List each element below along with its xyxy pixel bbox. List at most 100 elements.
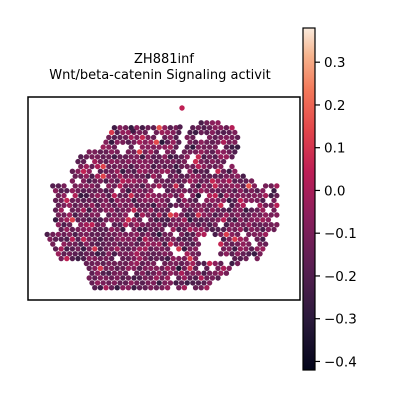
spot <box>262 222 269 228</box>
spot <box>117 134 123 141</box>
spot <box>164 158 171 165</box>
spot <box>128 260 134 267</box>
spot <box>58 236 64 242</box>
spot <box>83 163 90 170</box>
spot <box>58 188 64 194</box>
spot <box>131 285 137 291</box>
spot <box>89 270 95 276</box>
spot <box>173 125 179 131</box>
spot <box>92 226 98 233</box>
spot <box>198 226 204 233</box>
spot <box>232 149 238 155</box>
spot <box>80 158 87 165</box>
spot <box>159 139 165 145</box>
spot <box>190 231 196 238</box>
spot <box>201 125 207 131</box>
spot <box>75 246 81 252</box>
spot <box>86 265 92 271</box>
spot <box>164 139 171 145</box>
spot <box>131 197 137 204</box>
spot <box>173 134 179 141</box>
spot <box>179 105 185 111</box>
spot <box>78 154 84 160</box>
spot <box>66 212 73 218</box>
spot <box>229 125 235 131</box>
spot <box>192 197 199 204</box>
spot <box>89 231 95 238</box>
spot <box>262 183 269 189</box>
spot <box>111 251 118 257</box>
spot <box>190 202 196 208</box>
spot <box>131 226 137 233</box>
spot <box>229 212 235 218</box>
spot <box>125 139 132 145</box>
spot <box>246 251 252 257</box>
spot <box>86 255 92 262</box>
spot <box>218 154 224 160</box>
spot <box>243 217 249 223</box>
spot <box>108 217 115 223</box>
spot <box>134 192 140 199</box>
spot <box>220 168 227 174</box>
spot <box>187 178 193 184</box>
spot <box>164 168 171 174</box>
spot <box>262 202 269 208</box>
spot <box>120 178 126 184</box>
spot <box>148 285 154 291</box>
spot <box>187 139 193 145</box>
spot <box>234 192 241 199</box>
spot <box>170 217 176 223</box>
spot <box>184 280 190 286</box>
spot <box>52 207 59 213</box>
spot <box>204 120 210 126</box>
spot <box>162 202 168 208</box>
spot <box>156 173 162 179</box>
spot <box>131 139 137 145</box>
spot <box>190 134 196 141</box>
spot <box>78 222 84 228</box>
spot <box>120 275 126 281</box>
spot <box>69 168 76 174</box>
spot <box>187 197 193 204</box>
spot <box>226 188 232 194</box>
spot <box>125 207 132 213</box>
spot <box>114 265 120 271</box>
spot <box>150 280 157 286</box>
spot <box>164 178 171 184</box>
spot <box>176 158 182 165</box>
spot <box>139 163 146 170</box>
spot <box>108 236 115 242</box>
spot <box>145 212 151 218</box>
spot <box>106 144 112 150</box>
colorbar-tick-label: 0.2 <box>324 98 345 114</box>
spot <box>248 188 255 194</box>
spot <box>218 231 224 238</box>
spot <box>159 178 165 184</box>
spot <box>170 255 176 262</box>
spot <box>184 144 190 150</box>
spot <box>271 226 277 233</box>
spot <box>167 241 174 247</box>
spot <box>86 188 92 194</box>
spot <box>125 275 132 281</box>
spot <box>97 226 104 233</box>
spot <box>103 285 109 291</box>
spot <box>209 217 216 223</box>
spot <box>156 202 162 208</box>
spot <box>243 207 249 213</box>
spot <box>92 255 98 262</box>
spot <box>181 188 188 194</box>
spot <box>206 173 213 179</box>
spot <box>128 231 134 238</box>
spot <box>139 202 146 208</box>
spot <box>50 241 56 247</box>
spot <box>117 183 123 189</box>
spot <box>234 241 241 247</box>
spot <box>52 197 59 204</box>
spot <box>64 246 70 252</box>
spot <box>114 226 120 233</box>
spot <box>260 217 266 223</box>
spot <box>120 255 126 262</box>
spot <box>162 231 168 238</box>
spot <box>223 222 230 228</box>
